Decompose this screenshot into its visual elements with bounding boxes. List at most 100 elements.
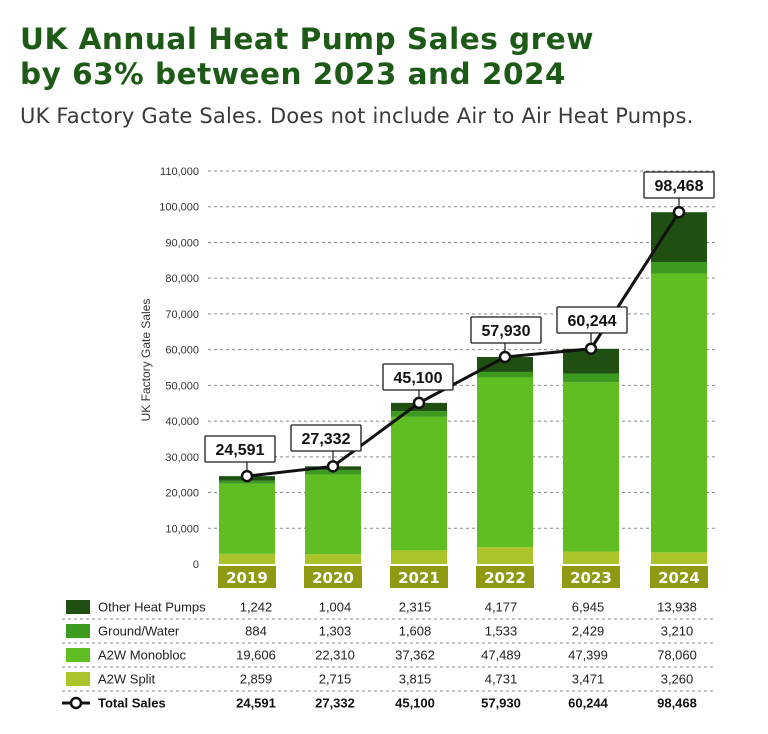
total-value-label: 24,591 <box>216 442 265 459</box>
table-cell-total: 98,468 <box>657 696 697 711</box>
callout-box-2020 <box>290 424 362 452</box>
callout-box-2023 <box>556 306 628 334</box>
table-cell: 1,608 <box>399 624 432 639</box>
bar-other-heat-pumps-2022 <box>477 357 533 372</box>
table-cell: 2,859 <box>240 672 273 687</box>
legend-swatch-a2w-monobloc <box>66 648 90 662</box>
legend-label: A2W Monobloc <box>98 648 187 663</box>
bar-a2w-split-2023 <box>563 551 619 564</box>
callout-box-2022 <box>470 316 542 344</box>
total-point-2022 <box>498 350 512 364</box>
table-cell: 19,606 <box>236 648 276 663</box>
table-cell: 22,310 <box>315 648 355 663</box>
y-tick-label: 30,000 <box>165 452 199 464</box>
total-value-label: 98,468 <box>655 178 704 195</box>
table-cell: 1,303 <box>319 624 352 639</box>
total-point-2020 <box>326 460 340 473</box>
y-tick-label: 70,000 <box>165 309 199 321</box>
bar-a2w-split-2024 <box>651 552 707 564</box>
callout-box-2021 <box>382 363 454 391</box>
y-tick-label: 110,000 <box>160 166 199 178</box>
y-tick-label: 10,000 <box>165 523 199 535</box>
total-point-2021 <box>412 396 426 410</box>
category-badge-2022 <box>476 566 534 588</box>
y-tick-label: 80,000 <box>165 273 199 285</box>
bar-a2w-split-2022 <box>477 547 533 564</box>
table-cell: 3,815 <box>399 672 432 687</box>
table-cell: 4,177 <box>485 600 518 615</box>
legend-swatch-a2w-split <box>66 672 90 686</box>
y-tick-label: 100,000 <box>159 202 199 214</box>
legend-swatch-other-heat-pumps <box>66 600 90 614</box>
x-tick-label: 2020 <box>312 569 354 587</box>
legend-swatch-ground-water <box>66 624 90 638</box>
bar-ground-water-2024 <box>651 261 707 274</box>
table-cell-total: 27,332 <box>315 696 355 711</box>
legend-total-marker <box>69 696 83 710</box>
table-cell: 47,399 <box>568 648 608 663</box>
table-cell: 2,429 <box>572 624 605 639</box>
bar-a2w-split-2019 <box>219 553 275 564</box>
callout-box-2019 <box>204 435 276 463</box>
total-value-label: 27,332 <box>302 431 351 448</box>
table-cell: 3,260 <box>661 672 694 687</box>
x-tick-label: 2023 <box>570 569 612 587</box>
x-tick-label: 2021 <box>398 569 440 587</box>
category-badge-2019 <box>218 566 276 588</box>
bar-a2w-monobloc-2024 <box>651 273 707 553</box>
bar-a2w-monobloc-2020 <box>305 474 361 555</box>
x-tick-label: 2019 <box>226 569 268 587</box>
table-cell: 2,715 <box>319 672 352 687</box>
category-badge-2023 <box>562 566 620 588</box>
legend-label: Ground/Water <box>98 624 180 639</box>
table-cell: 3,210 <box>661 624 694 639</box>
bar-a2w-monobloc-2021 <box>391 416 447 551</box>
x-tick-label: 2022 <box>484 569 526 587</box>
y-tick-label: 40,000 <box>165 416 199 428</box>
bar-ground-water-2021 <box>391 411 447 417</box>
title-line-1: UK Annual Heat Pump Sales grew <box>20 22 594 56</box>
total-point-2023 <box>584 342 598 356</box>
category-badge-2021 <box>390 566 448 588</box>
table-cell: 1,533 <box>485 624 518 639</box>
table-cell-total: 60,244 <box>568 696 609 711</box>
table-cell: 6,945 <box>572 600 605 615</box>
chart-title: UK Annual Heat Pump Sales grew by 63% be… <box>20 22 594 92</box>
table-cell: 13,938 <box>657 600 697 615</box>
table-cell: 37,362 <box>395 648 435 663</box>
table-cell: 1,242 <box>240 600 273 615</box>
y-tick-label: 20,000 <box>165 488 199 500</box>
table-cell-total: 57,930 <box>481 696 521 711</box>
table-cell-total: 24,591 <box>236 696 276 711</box>
legend-label: A2W Split <box>98 672 155 687</box>
title-line-2: by 63% between 2023 and 2024 <box>20 57 567 91</box>
bar-a2w-monobloc-2023 <box>563 382 619 552</box>
category-badge-2020 <box>304 566 362 588</box>
x-tick-label: 2024 <box>658 569 700 587</box>
table-cell: 884 <box>245 624 267 639</box>
category-badge-2024 <box>650 566 708 588</box>
total-value-label: 45,100 <box>394 370 443 387</box>
bar-a2w-split-2020 <box>305 554 361 564</box>
y-axis-label: UK Factory Gate Sales <box>139 299 153 422</box>
y-tick-label: 60,000 <box>165 345 199 357</box>
y-tick-label: 0 <box>193 559 199 571</box>
y-tick-label: 50,000 <box>165 380 199 392</box>
total-value-label: 57,930 <box>482 323 531 340</box>
y-tick-label: 90,000 <box>165 237 199 249</box>
total-point-2019 <box>240 469 254 483</box>
table-cell: 78,060 <box>657 648 697 663</box>
table-cell-total: 45,100 <box>395 696 435 711</box>
bar-a2w-split-2021 <box>391 550 447 564</box>
bar-a2w-monobloc-2022 <box>477 377 533 548</box>
table-cell: 2,315 <box>399 600 432 615</box>
table-cell: 47,489 <box>481 648 521 663</box>
legend-label-total: Total Sales <box>98 696 166 711</box>
callout-box-2024 <box>643 171 715 199</box>
total-point-2024 <box>672 205 686 219</box>
table-cell: 1,004 <box>319 600 352 615</box>
total-value-label: 60,244 <box>568 313 617 330</box>
bar-other-heat-pumps-2024 <box>651 212 707 262</box>
bar-ground-water-2023 <box>563 373 619 383</box>
